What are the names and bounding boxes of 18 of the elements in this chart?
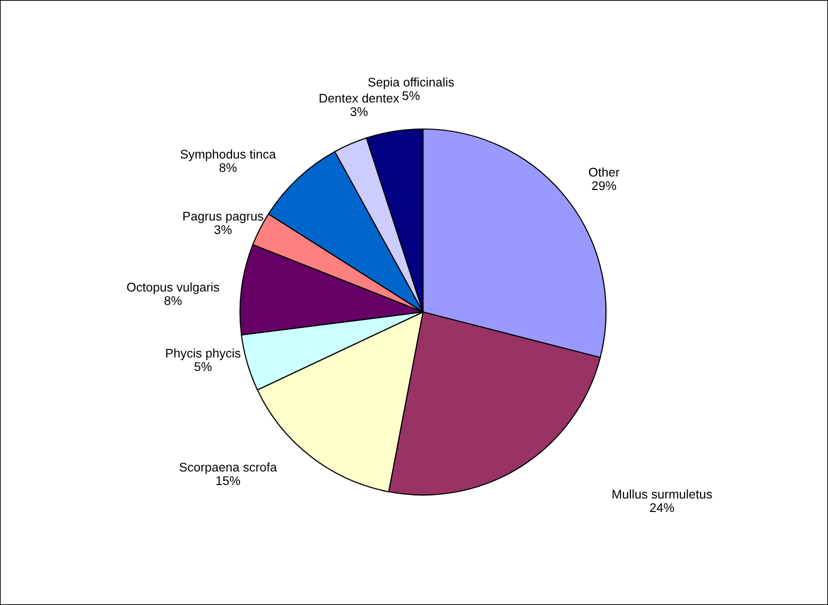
data-label: 24% xyxy=(650,503,674,512)
slice-label: Symphodus tinca xyxy=(180,149,276,162)
slice-label: Scorpaena scrofa xyxy=(180,462,277,474)
slice-label: Sepia officinalis xyxy=(368,77,454,90)
data-label: 8% xyxy=(220,163,237,172)
data-label: 15% xyxy=(216,476,240,486)
slice-label: Octopus vulgaris xyxy=(127,282,220,294)
slice-label: Phycis phycis xyxy=(166,348,240,360)
data-label: 3% xyxy=(350,107,368,116)
slice-label: Dentex dentex xyxy=(320,93,400,103)
data-label: 8% xyxy=(164,296,182,306)
data-label: 29% xyxy=(592,181,616,190)
data-label: 5% xyxy=(194,362,212,372)
data-label: 3% xyxy=(214,225,232,234)
slice-label: Pagrus pagrus xyxy=(183,212,264,224)
slice-label: Other xyxy=(588,167,620,177)
slice-label: Mullus surmuletus xyxy=(612,489,712,499)
data-label: 5% xyxy=(402,91,420,100)
